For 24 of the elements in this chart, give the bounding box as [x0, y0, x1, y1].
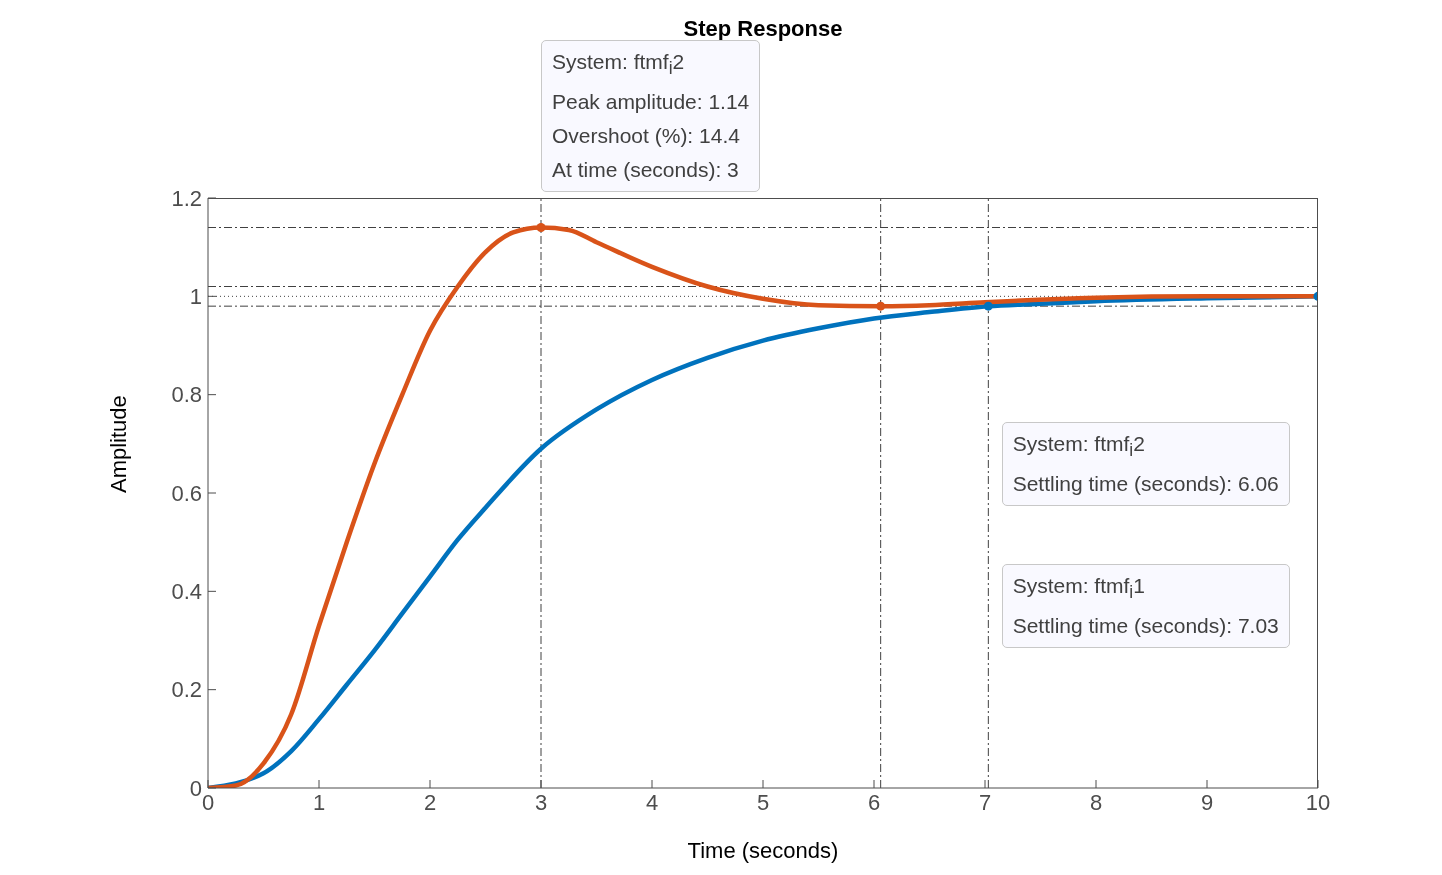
point — [876, 301, 886, 311]
y-tick-label: 1.2 — [171, 185, 202, 211]
x-tick-label: 9 — [1200, 789, 1214, 815]
x-tick-label: 2 — [423, 789, 437, 815]
y-tick-label: 0.2 — [171, 677, 202, 703]
text: System: ftmf$_{i}$2 Peak amplitude: 1.14 Overshoot (%): 14.4 At time (seconds): 3 — [552, 48, 750, 183]
x-tick-label: 1 — [312, 789, 326, 815]
y-tick-label: 0.8 — [171, 382, 202, 408]
annotation: System: ftmf$_{i}$2 Settling time (seconds): 6.06 — [1012, 431, 1279, 498]
x-tick-label: 8 — [1089, 789, 1103, 815]
x-tick-label: 3 — [534, 789, 548, 815]
point — [536, 222, 546, 233]
y-tick-label: 0.4 — [171, 579, 202, 605]
x-tick-label: 7 — [978, 789, 992, 815]
chart-title: Step Response — [682, 16, 844, 42]
annotation: System: ftmf$_{i}$1 Settling time (seconds): 7.03 — [1012, 572, 1279, 639]
y-tick-label: 0.6 — [171, 480, 202, 506]
x-tick-label: 5 — [756, 789, 770, 815]
x-tick-label: 4 — [645, 789, 659, 815]
x-tick-label: 10 — [1305, 789, 1331, 815]
y-axis-title: Amplitude — [105, 395, 131, 493]
x-axis-title: Time (seconds) — [687, 838, 839, 863]
y-tick-label: 1 — [189, 284, 202, 310]
x-tick-label: 6 — [867, 789, 881, 815]
